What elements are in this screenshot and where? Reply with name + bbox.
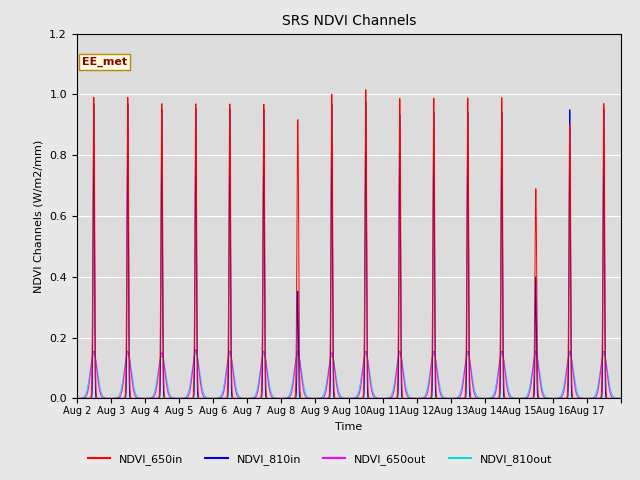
NDVI_650out bbox=[184, 393, 192, 399]
NDVI_650in bbox=[617, 396, 625, 401]
NDVI_810out bbox=[467, 361, 474, 367]
NDVI_650in bbox=[184, 396, 192, 401]
Text: EE_met: EE_met bbox=[82, 57, 127, 67]
NDVI_810out bbox=[419, 395, 426, 401]
Line: NDVI_810in: NDVI_810in bbox=[77, 101, 621, 398]
NDVI_810out bbox=[611, 395, 619, 401]
NDVI_650in bbox=[501, 396, 509, 401]
NDVI_650in bbox=[467, 394, 474, 399]
NDVI_810out bbox=[73, 396, 81, 401]
NDVI_650in bbox=[362, 87, 369, 93]
NDVI_810in bbox=[419, 396, 426, 401]
NDVI_650out bbox=[73, 396, 81, 401]
NDVI_810in bbox=[534, 395, 541, 401]
NDVI_650out bbox=[419, 396, 426, 401]
Y-axis label: NDVI Channels (W/m2/mm): NDVI Channels (W/m2/mm) bbox=[34, 139, 44, 293]
NDVI_810out bbox=[192, 350, 200, 356]
NDVI_650out bbox=[501, 370, 509, 375]
NDVI_650out bbox=[617, 396, 625, 401]
NDVI_650out bbox=[611, 396, 619, 401]
NDVI_810in bbox=[362, 98, 369, 104]
NDVI_650in bbox=[611, 396, 619, 401]
NDVI_650out bbox=[467, 363, 474, 369]
NDVI_810out bbox=[617, 396, 625, 401]
NDVI_810in bbox=[501, 396, 509, 401]
NDVI_650in bbox=[73, 396, 81, 401]
NDVI_650in bbox=[534, 383, 541, 389]
Title: SRS NDVI Channels: SRS NDVI Channels bbox=[282, 14, 416, 28]
NDVI_650in bbox=[419, 396, 426, 401]
NDVI_810in bbox=[467, 396, 474, 401]
NDVI_810in bbox=[617, 396, 625, 401]
NDVI_810in bbox=[611, 396, 619, 401]
X-axis label: Time: Time bbox=[335, 421, 362, 432]
NDVI_810out bbox=[184, 390, 192, 396]
Line: NDVI_650in: NDVI_650in bbox=[77, 90, 621, 398]
NDVI_650out bbox=[534, 358, 541, 363]
Legend: NDVI_650in, NDVI_810in, NDVI_650out, NDVI_810out: NDVI_650in, NDVI_810in, NDVI_650out, NDV… bbox=[83, 450, 557, 469]
NDVI_650out bbox=[192, 347, 200, 353]
NDVI_810out bbox=[501, 366, 509, 372]
Line: NDVI_810out: NDVI_810out bbox=[77, 353, 621, 398]
NDVI_810in bbox=[73, 396, 81, 401]
NDVI_810out bbox=[534, 358, 541, 363]
NDVI_810in bbox=[184, 396, 192, 401]
Line: NDVI_650out: NDVI_650out bbox=[77, 350, 621, 398]
